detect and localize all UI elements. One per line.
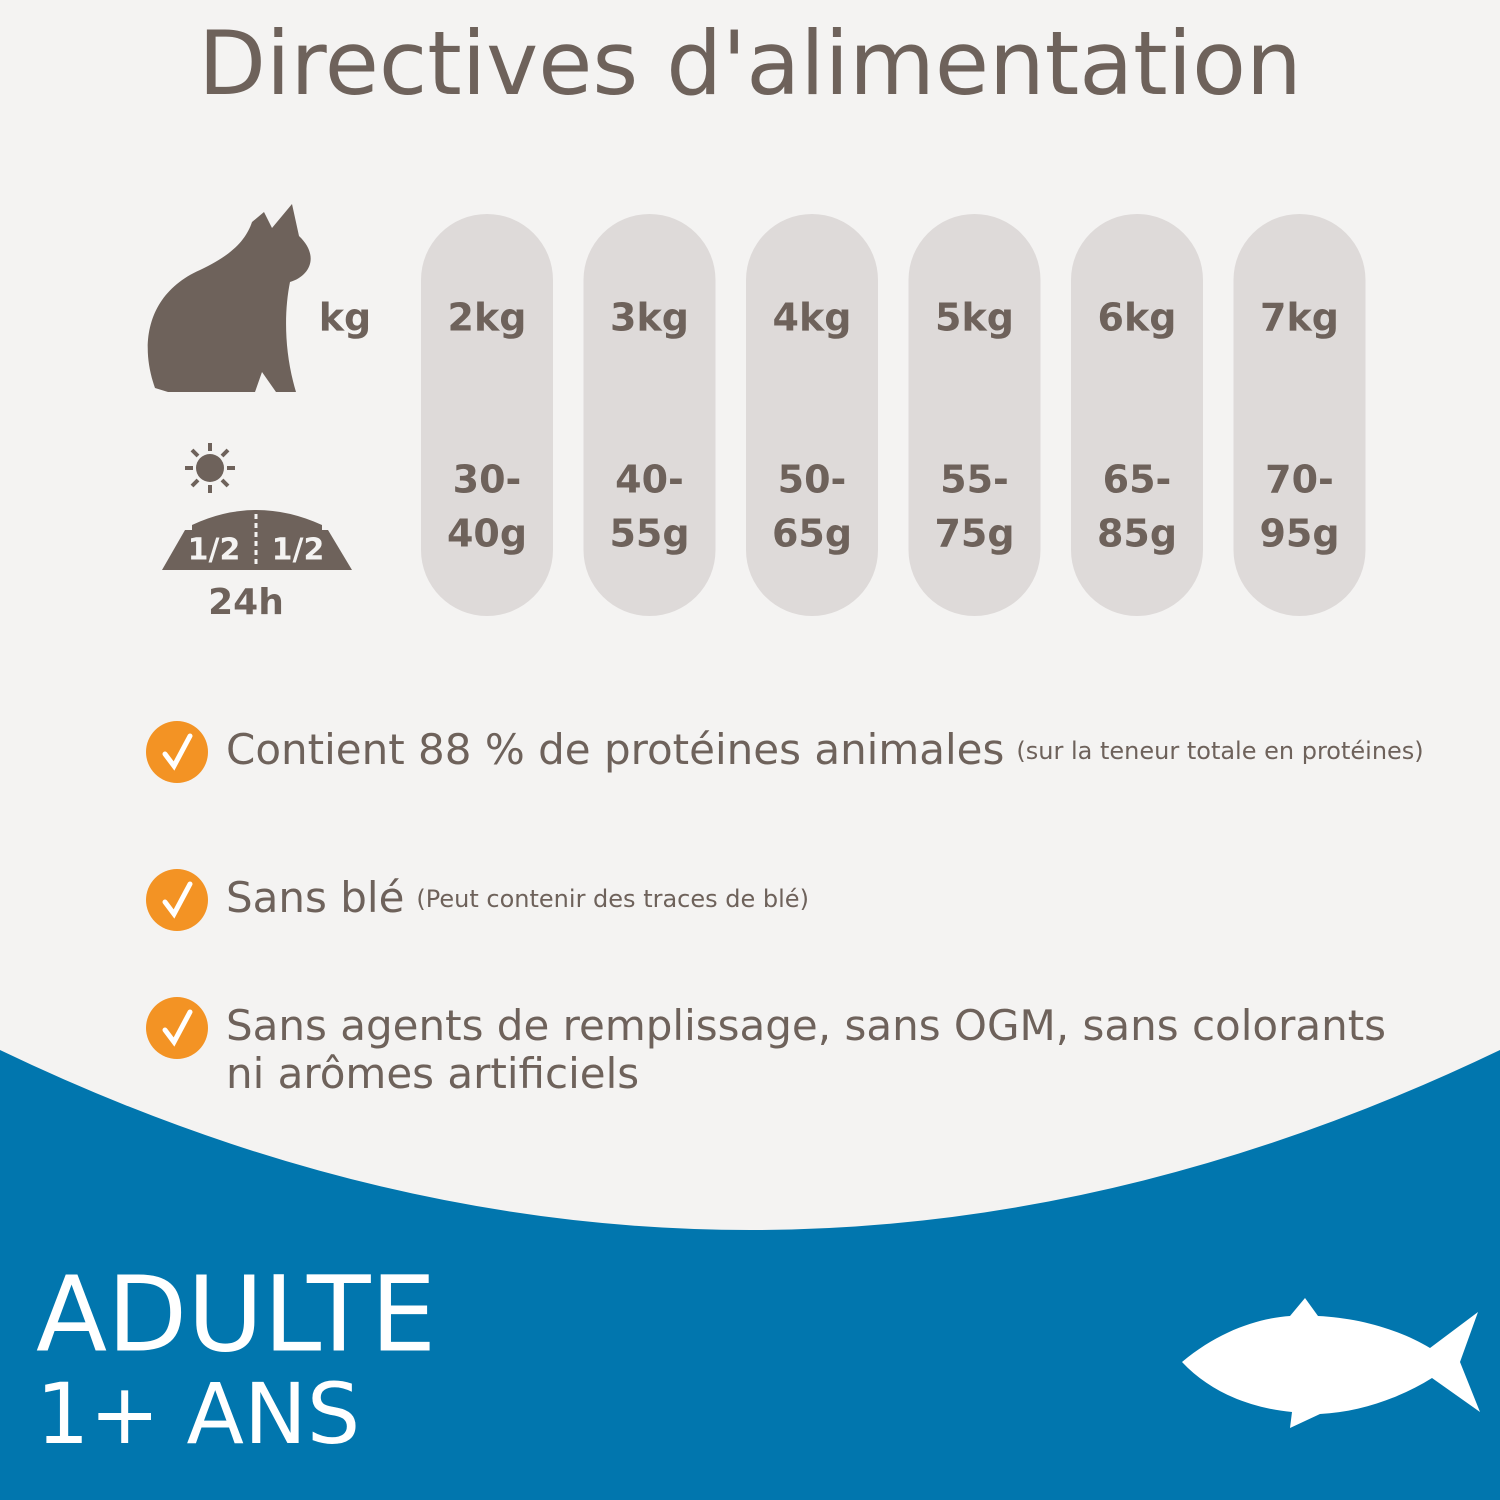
portion-label: 24h: [208, 582, 284, 623]
sun-disc: [196, 454, 224, 482]
weight: 3kg: [610, 296, 689, 340]
sun-rays: [185, 443, 235, 493]
amount: 50-: [778, 458, 847, 502]
benefit-text: Contient 88 % de protéines animales (sur …: [226, 725, 1424, 774]
column-pill: [421, 214, 553, 616]
benefit-main: Contient 88 % de protéines animales: [226, 725, 1004, 774]
cat-icon: [147, 204, 311, 392]
check-mark: [162, 733, 193, 771]
fish-icon: [1182, 1298, 1480, 1428]
benefit-line: ni arômes artificiels: [226, 1049, 639, 1098]
bowl-food: [192, 510, 322, 532]
check-mark: [162, 1009, 193, 1047]
benefit-line: Sans agents de remplissage, sans OGM, sa…: [226, 1001, 1386, 1050]
weight: 7kg: [1260, 296, 1339, 340]
benefit-text: Sans blé (Peut contenir des traces de blé…: [226, 873, 809, 922]
column-pill: [583, 214, 716, 616]
check-circle: [146, 869, 208, 931]
benefit-note: (sur la teneur totale en protéines): [1016, 737, 1423, 765]
amount: 95g: [1259, 512, 1339, 556]
check-circle: [146, 997, 208, 1059]
check-mark: [162, 881, 193, 919]
weight: 5kg: [935, 296, 1014, 340]
amount: 70-: [1265, 458, 1334, 502]
weight: 2kg: [448, 296, 527, 340]
title: Directives d'alimentation: [198, 12, 1301, 115]
bowl-label: 1/2: [188, 533, 241, 568]
sun-icon: [185, 443, 235, 493]
age: 1+ ANS: [36, 1365, 360, 1463]
column-pill: [746, 214, 878, 616]
amount: 55g: [609, 512, 689, 556]
feeding-table: 2kg 30- 40g 3kg 40- 55g 4kg 50- 65g 5kg 55- 75g 6kg 6…: [421, 214, 1366, 616]
amount: 85g: [1097, 512, 1177, 556]
check-circle: [146, 721, 208, 783]
life-stage: ADULTE: [36, 1253, 436, 1375]
benefit-note: (Peut contenir des traces de blé): [416, 885, 809, 913]
benefit-main: Sans blé: [226, 873, 404, 922]
weight: 4kg: [773, 296, 852, 340]
amount: 75g: [934, 512, 1014, 556]
amount: 65-: [1103, 458, 1172, 502]
amount: 30-: [453, 458, 522, 502]
amount: 65g: [772, 512, 852, 556]
amount: 40-: [615, 458, 684, 502]
bowl-label: 1/2: [272, 533, 325, 568]
column-pill: [908, 214, 1041, 616]
column-pill: [1071, 214, 1203, 616]
amount: 40g: [447, 512, 527, 556]
blue-wave: [0, 1050, 1500, 1500]
benefit-text: Sans agents de remplissage, sans OGM, sa…: [226, 1001, 1386, 1098]
weight: 6kg: [1098, 296, 1177, 340]
column-pill: [1233, 214, 1366, 616]
amount: 55-: [940, 458, 1009, 502]
weight-label: kg: [319, 296, 371, 340]
benefits-list: Contient 88 % de protéines animales (sur …: [146, 721, 1424, 1098]
